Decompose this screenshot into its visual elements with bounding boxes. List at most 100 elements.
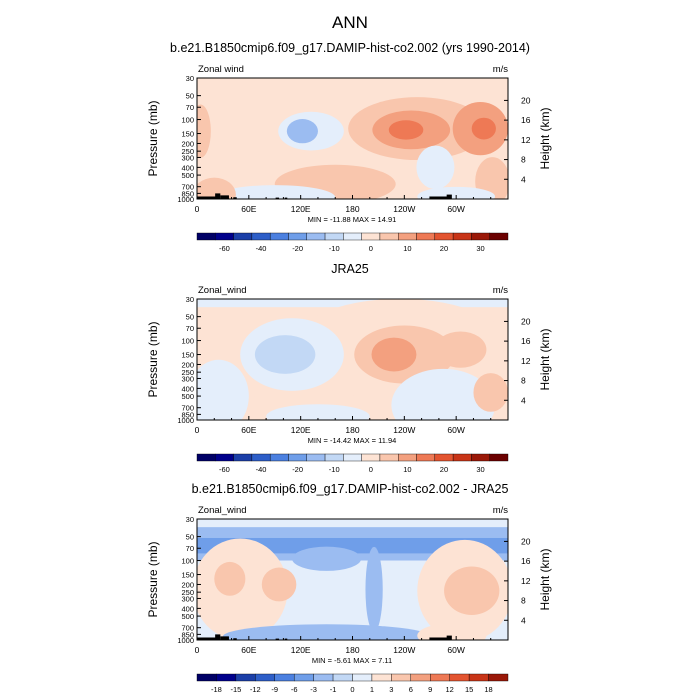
contour-region — [471, 117, 496, 140]
y-tick-label: 150 — [181, 571, 194, 580]
topography-block — [275, 197, 280, 199]
y-right-axis-title: Height (km) — [538, 328, 552, 390]
y-tick-label: 850 — [181, 410, 194, 419]
x-tick-label: 0 — [195, 645, 200, 655]
contour-region — [417, 623, 487, 640]
y-tick-label: 250 — [181, 588, 194, 597]
contour-region — [286, 119, 318, 144]
contour-region — [222, 624, 431, 640]
contour-region — [473, 373, 508, 412]
y-tick-label: 300 — [181, 374, 194, 383]
x-tick-label: 60W — [447, 425, 464, 435]
x-tick-label: 120W — [393, 425, 415, 435]
contour-region — [197, 104, 211, 158]
colorbar-box — [196, 673, 217, 682]
x-tick-label: 60E — [241, 645, 256, 655]
contour-region — [434, 331, 487, 368]
colorbar-box — [255, 673, 275, 682]
y-right-tick-label: 12 — [521, 576, 531, 586]
colorbar-label: 6 — [409, 685, 413, 694]
plot-area — [197, 299, 508, 420]
colorbar-label: 12 — [446, 685, 454, 694]
colorbar-box — [233, 453, 253, 462]
contour-region — [416, 145, 455, 190]
colorbar-label: 20 — [440, 465, 448, 474]
colorbar-label: -12 — [250, 685, 261, 694]
contour-region — [266, 404, 370, 420]
y-tick-label: 30 — [186, 74, 194, 83]
y-tick-label: 50 — [186, 313, 194, 322]
y-tick-label: 100 — [181, 116, 194, 125]
colorbar-box — [471, 232, 490, 241]
colorbar-box — [293, 673, 314, 682]
colorbar-box — [488, 673, 509, 682]
y-tick-label: 700 — [181, 624, 194, 633]
colorbar-box — [274, 673, 295, 682]
x-tick-label: 60W — [447, 645, 464, 655]
contour-band — [197, 299, 508, 308]
panel-2: JRA25 Zonal_wind m/s 0 60E 120E 180 120W 60W 30 50… — [146, 262, 552, 474]
colorbar-box — [251, 232, 271, 241]
colorbar-box — [233, 232, 253, 241]
y-tick-label: 150 — [181, 130, 194, 139]
colorbar-box — [343, 453, 362, 462]
colorbar-box — [398, 232, 417, 241]
colorbar-label: 20 — [440, 244, 448, 253]
y-tick-label: 70 — [186, 324, 194, 333]
colorbar-box — [235, 673, 256, 682]
colorbar-box — [391, 673, 412, 682]
units-label: m/s — [493, 505, 509, 516]
colorbar-box — [489, 453, 509, 462]
variable-label: Zonal_wind — [198, 285, 247, 296]
topography-block — [275, 638, 280, 640]
colorbar-box — [361, 453, 381, 462]
y-tick-label: 400 — [181, 604, 194, 613]
colorbar-box — [361, 232, 381, 241]
y-right-tick-label: 4 — [521, 395, 526, 405]
y-right-tick-label: 8 — [521, 155, 526, 165]
y-tick-label: 300 — [181, 153, 194, 162]
colorbar-label: -15 — [230, 685, 241, 694]
x-tick-label: 180 — [345, 425, 359, 435]
topography-block — [215, 193, 221, 199]
topography-block — [197, 637, 217, 640]
topography-block — [429, 196, 451, 199]
colorbar-label: -6 — [291, 685, 298, 694]
colorbar-box — [449, 673, 470, 682]
colorbar-box — [416, 232, 436, 241]
y-tick-label: 1000 — [177, 636, 194, 645]
x-tick-label: 180 — [345, 204, 359, 214]
panel-title: b.e21.B1850cmip6.f09_g17.DAMIP-hist-co2.… — [170, 41, 530, 55]
variable-label: Zonal_wind — [198, 505, 247, 516]
x-tick-label: 60W — [447, 204, 464, 214]
x-tick-label: 120E — [291, 204, 311, 214]
y-tick-label: 30 — [186, 515, 194, 524]
x-tick-label: 60E — [241, 425, 256, 435]
colorbar-box — [324, 232, 344, 241]
contour-band — [197, 519, 508, 528]
colorbar-label: -3 — [310, 685, 317, 694]
topography-block — [446, 194, 452, 199]
panel-3: b.e21.B1850cmip6.f09_g17.DAMIP-hist-co2.… — [146, 482, 552, 694]
colorbar-label: -20 — [292, 244, 303, 253]
y-tick-label: 1000 — [177, 195, 194, 204]
contour-region — [371, 337, 417, 372]
colorbar-box — [313, 673, 334, 682]
contour-region — [475, 157, 508, 199]
colorbar-box — [489, 232, 509, 241]
colorbar-box — [379, 232, 399, 241]
y-tick-label: 70 — [186, 103, 194, 112]
y-right-tick-label: 8 — [521, 376, 526, 386]
topography-block — [446, 635, 452, 640]
x-tick-label: 120W — [393, 645, 415, 655]
colorbar-box — [215, 232, 234, 241]
contour-band — [197, 537, 508, 554]
y-tick-label: 200 — [181, 580, 194, 589]
colorbar-label: 3 — [389, 685, 393, 694]
x-tick-label: 120W — [393, 204, 415, 214]
variable-label: Zonal wind — [198, 64, 244, 75]
colorbar-box — [269, 232, 289, 241]
colorbar-box — [324, 453, 344, 462]
topography-block — [284, 197, 288, 199]
colorbar-box — [452, 232, 472, 241]
